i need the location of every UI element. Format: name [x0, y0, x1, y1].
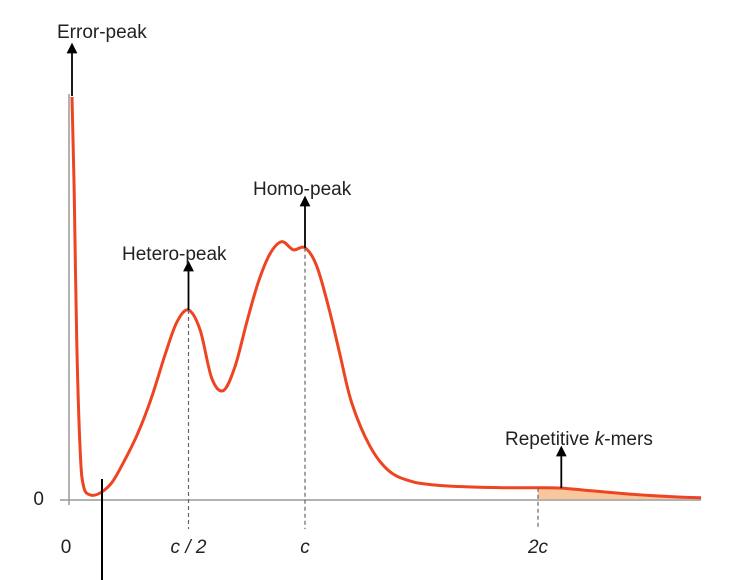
kmer-frequency-curve — [70, 96, 702, 500]
repetitive-kmers-label: Repetitive k-mers — [505, 429, 653, 450]
homo-peak-label: Homo-peak — [253, 179, 352, 200]
x-tick-label: c — [300, 537, 310, 558]
repetitive-prefix: Repetitive — [505, 429, 595, 450]
x-tick-label: 2c — [527, 537, 549, 558]
hetero-peak-label: Hetero-peak — [122, 244, 227, 265]
x-tick-label: c / 2 — [171, 537, 207, 558]
error-peak-label: Error-peak — [57, 22, 147, 43]
tick-labels: 0 c / 2 c 2c 0 — [33, 489, 548, 558]
peak-markers — [66, 42, 567, 580]
repetitive-italic-k: k — [595, 429, 606, 450]
repetitive-suffix: -mers — [604, 429, 653, 450]
axes — [60, 94, 702, 505]
y-tick-label: 0 — [33, 489, 44, 510]
curve-layer — [70, 96, 702, 500]
x-tick-label: 0 — [61, 537, 72, 558]
